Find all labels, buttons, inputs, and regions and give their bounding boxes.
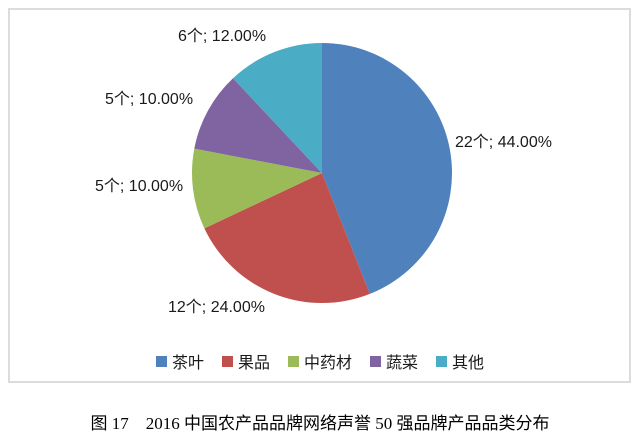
legend-item-other: 其他	[436, 349, 484, 373]
legend-label-vegetables: 蔬菜	[386, 355, 419, 372]
pie-slice-2	[191, 148, 322, 229]
pie-slice-1	[204, 173, 370, 304]
chart-legend: 茶叶 果品 中药材 蔬菜 其他	[0, 349, 640, 373]
legend-item-fruit: 果品	[221, 349, 270, 373]
pie-slice-3	[194, 78, 322, 173]
legend-label-tea: 茶叶	[171, 355, 204, 372]
pie-label-herbs: 5个; 10.00%	[95, 178, 184, 195]
pie-label-fruit: 12个; 24.00%	[168, 299, 265, 316]
legend-item-tea: 茶叶	[155, 349, 204, 373]
legend-item-herbs: 中药材	[287, 349, 352, 373]
figure-caption: 图 17 2016 中国农产品品牌网络声誉 50 强品牌产品品类分布	[90, 414, 550, 433]
pie-label-other: 6个; 12.00%	[178, 28, 267, 45]
legend-label-other: 其他	[452, 355, 485, 372]
legend-swatch-other	[436, 355, 448, 367]
legend-swatch-herbs	[287, 355, 299, 367]
pie-label-vegetables: 5个; 10.00%	[105, 91, 194, 108]
pie-slice-4	[233, 43, 322, 173]
pie-slice-0	[322, 43, 453, 294]
legend-item-vegetables: 蔬菜	[370, 349, 418, 373]
legend-swatch-tea	[155, 355, 167, 367]
legend-swatch-fruit	[221, 355, 233, 367]
legend-label-herbs: 中药材	[303, 355, 352, 372]
legend-label-fruit: 果品	[237, 355, 270, 372]
legend-swatch-vegetables	[370, 355, 381, 367]
pie-label-tea: 22个; 44.00%	[455, 134, 552, 151]
